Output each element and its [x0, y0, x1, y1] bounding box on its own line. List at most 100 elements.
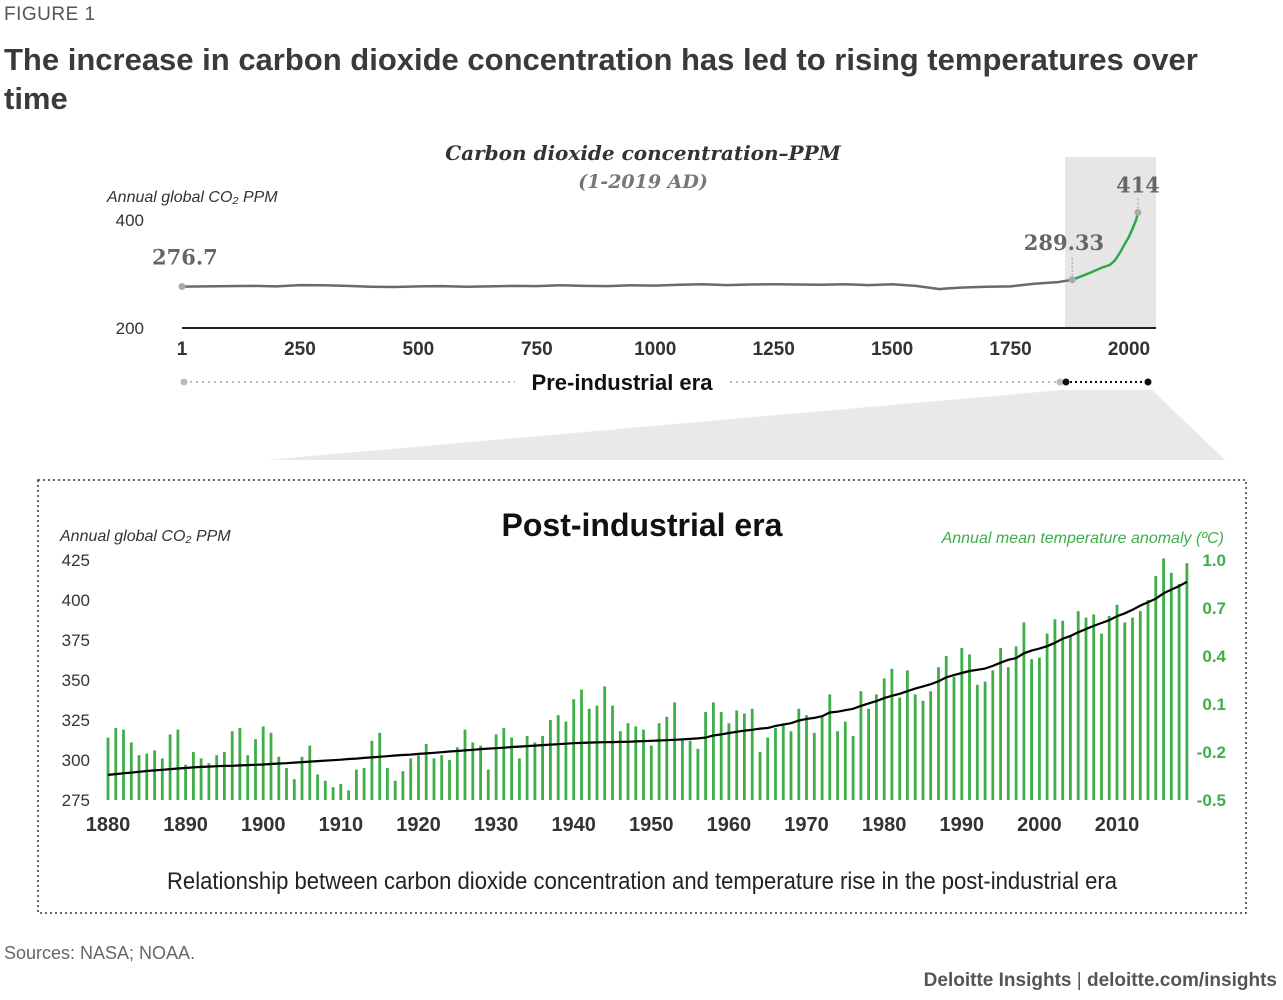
post-industrial-frame: [37, 479, 1247, 914]
temperature-bar: [673, 702, 676, 800]
footer-separator: |: [1076, 970, 1082, 991]
bottom-x-tick-label: 1900: [241, 814, 286, 836]
temperature-bar: [502, 728, 506, 800]
zoom-connector: [265, 390, 1226, 460]
temperature-bar: [1030, 659, 1033, 800]
temperature-bar: [401, 771, 405, 800]
left-y-tick-label: 275: [62, 791, 90, 810]
temperature-bar: [1154, 576, 1158, 800]
temperature-bar: [1131, 617, 1134, 800]
right-y-tick-label: 1.0: [1202, 551, 1226, 570]
temperature-bar: [1177, 584, 1181, 800]
temperature-bar: [145, 753, 149, 800]
bottom-x-tick-label: 1910: [319, 814, 364, 836]
bottom-x-tick-label: 2010: [1095, 814, 1140, 836]
top-x-tick-label: 250: [284, 339, 316, 360]
annotation-dot: [178, 283, 186, 291]
footer-brand: Deloitte Insights | deloitte.com/insight…: [924, 970, 1277, 992]
bottom-x-tick-label: 1950: [629, 814, 674, 836]
temperature-bar: [1053, 619, 1057, 800]
temperature-bar: [688, 740, 692, 800]
bottom-x-tick-label: 1890: [163, 814, 208, 836]
right-y-tick-label: -0.2: [1197, 743, 1226, 762]
temperature-bar: [789, 731, 793, 800]
temperature-bar: [968, 654, 971, 800]
temperature-bar: [1100, 633, 1103, 800]
bottom-x-tick-label: 2000: [1017, 814, 1062, 836]
temperature-bar: [983, 681, 987, 800]
top-x-tick-label: 1250: [753, 339, 795, 360]
temperature-bar: [300, 756, 304, 800]
temperature-bar: [913, 694, 917, 800]
temperature-bar: [1006, 667, 1010, 800]
temperature-bar: [153, 750, 156, 800]
temperature-bar: [991, 670, 995, 800]
temperature-bar: [1138, 611, 1142, 800]
bottom-x-tick-label: 1930: [474, 814, 519, 836]
temperature-bar: [696, 748, 700, 800]
temperature-bar: [355, 769, 358, 800]
post-industrial-highlight: [1065, 157, 1156, 328]
temperature-bar: [781, 723, 785, 800]
temperature-bar: [960, 648, 964, 800]
pre-industrial-label: Pre-industrial era: [532, 370, 714, 395]
temperature-bar: [533, 742, 537, 800]
temperature-bar: [649, 745, 653, 800]
temperature-bar: [541, 736, 544, 800]
bottom-x-tick-label: 1960: [707, 814, 752, 836]
temperature-bar: [1107, 616, 1111, 800]
top-x-tick-label: 2000: [1108, 339, 1150, 360]
temperature-bar: [184, 764, 187, 800]
top-chart-title: Carbon dioxide concentration–PPM: [445, 141, 841, 165]
left-y-tick-label: 325: [62, 711, 90, 730]
temperature-bar: [1061, 620, 1065, 800]
temperature-bar: [944, 656, 948, 800]
bottom-chart-title: Post-industrial era: [502, 507, 783, 543]
temperature-bar: [122, 729, 125, 800]
temperature-bar: [525, 736, 529, 800]
temperature-bar: [424, 744, 428, 800]
temperature-bar: [339, 784, 343, 800]
temperature-bar: [820, 716, 824, 800]
temperature-bar: [510, 737, 513, 800]
temperature-bar: [743, 713, 746, 800]
post-era-start-dot: [1062, 378, 1070, 386]
temperature-bar: [160, 758, 164, 800]
page-title: The increase in carbon dioxide concentra…: [4, 42, 1198, 116]
bottom-right-axis-label: Annual mean temperature anomaly (ºC): [941, 530, 1224, 547]
temperature-bar: [712, 702, 715, 800]
temperature-bar: [704, 712, 707, 800]
top-x-tick-label: 1500: [871, 339, 913, 360]
pre-industrial-co2-line: [181, 278, 1073, 291]
right-y-tick-label: 0.7: [1202, 599, 1226, 618]
temperature-bar: [129, 742, 133, 800]
temperature-bar: [479, 745, 482, 800]
temperature-bar: [471, 742, 475, 800]
temperature-bar: [812, 732, 816, 800]
temperature-bar: [137, 755, 141, 800]
top-y-tick-label: 400: [116, 211, 144, 230]
bottom-chart-caption: Relationship between carbon dioxide conc…: [167, 868, 1118, 895]
temperature-bar: [906, 670, 909, 800]
temperature-bar: [580, 689, 583, 800]
temperature-bar: [1038, 657, 1041, 800]
temperature-bar: [626, 723, 630, 800]
temperature-bar: [1146, 600, 1150, 800]
temperature-bar: [975, 684, 979, 800]
post-industrial-co2-line: [1071, 212, 1140, 281]
temperature-bar: [223, 752, 226, 800]
temperature-bar: [758, 752, 762, 800]
temperature-bar: [603, 686, 607, 800]
temperature-bar: [215, 755, 219, 800]
footer-url[interactable]: deloitte.com/insights: [1086, 970, 1277, 991]
top-x-tick-label: 1: [177, 339, 188, 360]
post-era-end-dot: [1144, 378, 1152, 386]
temperature-bar: [836, 731, 839, 800]
temperature-bar: [890, 668, 894, 800]
bottom-x-tick-label: 1990: [940, 814, 985, 836]
temperature-bar: [921, 700, 925, 800]
temperature-bar: [463, 729, 467, 800]
annotation-label: 414: [1116, 172, 1160, 197]
temperature-bar: [719, 712, 723, 800]
temperature-bar: [393, 780, 397, 800]
